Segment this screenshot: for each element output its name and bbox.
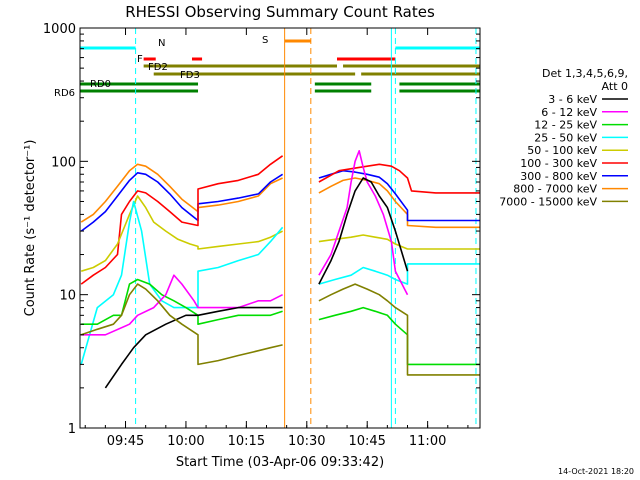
series-lines	[80, 150, 480, 389]
flag-label-RD6: RD6	[54, 88, 75, 99]
y-tick-label-3: 1000	[43, 22, 76, 37]
series-line-4	[80, 200, 480, 365]
y-tick-label-1: 10	[59, 289, 76, 304]
legend-label-3: 25 - 50 keV	[534, 131, 597, 144]
x-tick-label-0: 09:45	[107, 434, 144, 449]
flag-label-FD3: FD3	[180, 70, 200, 81]
y-axis-label: Count Rate (s⁻¹ detector⁻¹)	[23, 140, 38, 317]
series-line-5	[81, 278, 480, 366]
x-axis-label: Start Time (03-Apr-06 09:33:42)	[176, 455, 384, 470]
x-axis-ticks: 09:45 10:00 10:15 10:30 10:45 11:00	[84, 28, 469, 449]
x-tick-label-1: 10:00	[167, 434, 204, 449]
vertical-markers	[79, 28, 477, 428]
series-line-3	[80, 195, 480, 272]
series-line-6	[81, 150, 409, 336]
x-tick-label-3: 10:30	[288, 434, 325, 449]
series-line-7	[104, 177, 409, 389]
legend-label-6: 300 - 800 keV	[520, 170, 597, 183]
x-tick-label-4: 10:45	[348, 434, 385, 449]
chart-title: RHESSI Observing Summary Count Rates	[125, 3, 435, 21]
flag-label-RD0: RD0	[90, 79, 111, 90]
legend-label-5: 100 - 300 keV	[520, 157, 597, 170]
flag-label-N: N	[158, 38, 165, 49]
flag-label-FD2: FD2	[148, 62, 168, 73]
y-tick-label-2: 100	[51, 155, 76, 170]
legend-label-1: 6 - 12 keV	[541, 106, 597, 119]
legend-label-2: 12 - 25 keV	[534, 119, 597, 132]
series-line-2	[80, 155, 480, 285]
render-timestamp: 14-Oct-2021 18:20	[558, 467, 634, 476]
legend-header-line2: Att 0	[602, 80, 628, 93]
flag-bars: N S F FD2 FD3 RD0 RD6	[54, 35, 480, 99]
legend-label-0: 3 - 6 keV	[548, 93, 597, 106]
x-tick-label-5: 11:00	[409, 434, 446, 449]
y-tick-label-0: 1	[68, 422, 76, 437]
series-line-0	[80, 163, 480, 229]
flag-label-F: F	[137, 54, 143, 65]
series-line-8	[80, 283, 480, 376]
y-axis-ticks: 1 10 100 1000	[43, 22, 480, 437]
flag-label-S: S	[262, 35, 268, 46]
x-tick-label-2: 10:15	[228, 434, 265, 449]
legend-label-8: 7000 - 15000 keV	[499, 195, 597, 208]
legend-header-line1: Det 1,3,4,5,6,9,	[542, 67, 628, 80]
legend-label-4: 50 - 100 keV	[527, 144, 597, 157]
legend-label-7: 800 - 7000 keV	[513, 183, 597, 196]
plot-frame	[79, 27, 481, 429]
